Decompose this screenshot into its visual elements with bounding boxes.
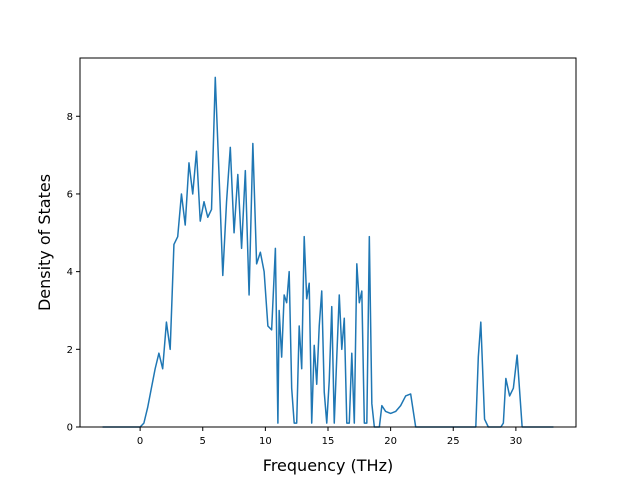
x-tick-label: 10 [259, 436, 272, 447]
dos-series-line-0 [102, 76, 554, 428]
y-axis-label: Density of States [35, 174, 54, 311]
x-tick-label: 5 [200, 436, 206, 447]
x-axis-ticks: 0 5 10 15 20 25 30 [137, 427, 522, 447]
x-tick-label: 0 [137, 436, 143, 447]
x-tick-label: 20 [384, 436, 397, 447]
x-axis-label: Frequency (THz) [263, 456, 393, 475]
y-tick-label: 4 [67, 267, 73, 278]
y-axis-ticks: 0 2 4 6 8 [67, 112, 80, 434]
y-tick-label: 0 [67, 423, 73, 434]
y-tick-label: 2 [67, 345, 73, 356]
x-tick-label: 30 [510, 436, 523, 447]
x-tick-label: 25 [447, 436, 460, 447]
y-tick-label: 8 [67, 112, 73, 123]
x-tick-label: 15 [322, 436, 335, 447]
y-tick-label: 6 [67, 189, 73, 200]
plot-line-group [102, 76, 554, 428]
